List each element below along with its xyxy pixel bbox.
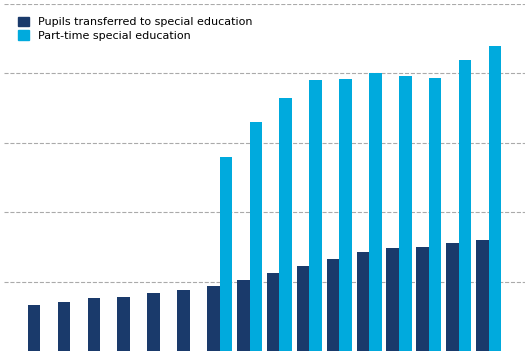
Bar bbox=[148, 293, 160, 351]
Bar bbox=[459, 60, 471, 351]
Bar bbox=[476, 240, 489, 351]
Bar bbox=[429, 78, 441, 351]
Bar bbox=[28, 305, 40, 351]
Bar bbox=[237, 280, 250, 351]
Bar bbox=[279, 98, 292, 351]
Bar bbox=[117, 297, 130, 351]
Bar bbox=[207, 286, 220, 351]
Bar bbox=[339, 79, 352, 351]
Bar bbox=[357, 252, 369, 351]
Bar bbox=[267, 273, 279, 351]
Bar bbox=[446, 243, 459, 351]
Legend: Pupils transferred to special education, Part-time special education: Pupils transferred to special education,… bbox=[15, 13, 256, 44]
Bar bbox=[58, 302, 70, 351]
Bar bbox=[399, 76, 412, 351]
Bar bbox=[297, 266, 309, 351]
Bar bbox=[220, 157, 232, 351]
Bar bbox=[177, 290, 190, 351]
Bar bbox=[386, 248, 399, 351]
Bar bbox=[88, 298, 100, 351]
Bar bbox=[369, 73, 381, 351]
Bar bbox=[416, 247, 429, 351]
Bar bbox=[250, 122, 262, 351]
Bar bbox=[489, 46, 501, 351]
Bar bbox=[326, 259, 339, 351]
Bar bbox=[309, 81, 322, 351]
